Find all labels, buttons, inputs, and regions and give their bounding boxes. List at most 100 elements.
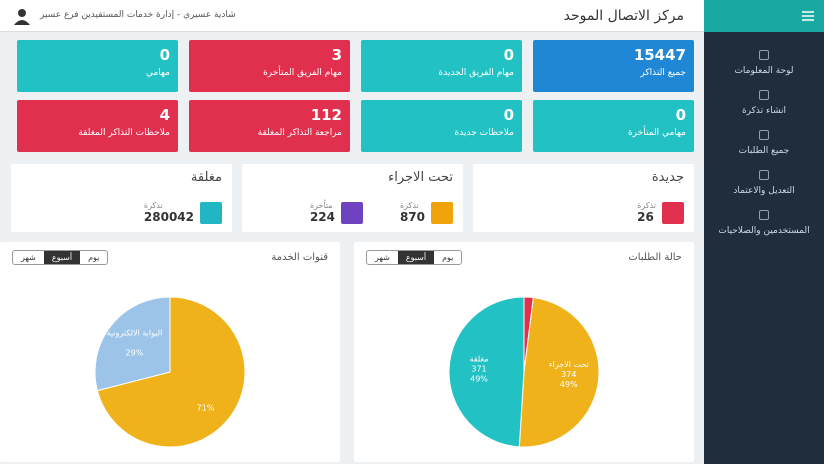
card-item-value: 870 [399,210,425,224]
status-card: مغلقة تذكرة 280042 [11,164,232,232]
slice-name: مغلقة [469,355,488,364]
tile-value: 0 [503,46,514,64]
stat-tile[interactable]: 0 مهامي المتأخرة [533,100,694,152]
stat-tile[interactable]: 0 مهام الفريق الجديدة [361,40,522,92]
menu-icon[interactable] [800,8,816,24]
period-switch: يوم أسبوع شهر [366,250,463,265]
pie-slice[interactable] [96,296,246,448]
card-item-value: 26 [637,210,654,224]
pie-slice[interactable] [448,296,525,448]
chart-title: قنوات الخدمة [271,252,328,263]
card-text: متأخرة 224 [310,201,335,224]
chart-panel: حالة الطلبات يوم أسبوع شهر تحت الاجراء 374 49%… [354,242,694,462]
sidebar-item[interactable]: جميع الطلبات [704,130,824,164]
stat-tile[interactable]: 15447 جميع التذاكر [533,40,694,92]
tile-label: ملاحظات جديدة [454,128,514,138]
card-item: تذكرة 26 [637,201,684,224]
tile-label: مهامي [145,68,170,78]
card-item: متأخرة 224 [310,201,363,224]
tile-label: ملاحظات التذاكر المغلقة [78,128,170,138]
card-text: تذكرة 870 [400,201,425,224]
sidebar: لوحة المعلومات انشاء تذكرة جميع الطلبات الت… [704,32,824,464]
pie-chart: 71% البوابة الالكترونية 29% [94,296,246,448]
sidebar-label: لوحة المعلومات [734,66,794,76]
card-item-label: تذكرة [143,201,163,210]
user-name[interactable]: شادية عسيري - إدارة خدمات المستفيدين فرع… [40,10,236,20]
pie-slice[interactable] [94,296,171,392]
card-text: تذكرة 280042 [144,201,194,224]
user-icon[interactable] [12,6,32,26]
card-title: تحت الاجراء [388,170,453,185]
slice-count: 374 [561,370,576,379]
period-switch: يوم أسبوع شهر [12,250,109,265]
card-item-label: تذكرة [637,201,656,210]
tile-value: 0 [503,106,514,124]
status-card: تحت الاجراء تذكرة 870 متأخرة 224 [242,164,463,232]
chart-title: حالة الطلبات [628,252,682,263]
card-title: جديدة [651,170,684,185]
stat-tile[interactable]: 3 مهام الفريق المتأخرة [189,40,350,92]
sidebar-icon [759,90,769,100]
tile-value: 0 [675,106,686,124]
slice-percent: 29% [126,348,144,357]
chart-panel: قنوات الخدمة يوم أسبوع شهر 71% البوابة الالكت… [0,242,340,462]
tile-label: مهام الفريق المتأخرة [263,68,342,78]
slice-count: 371 [471,365,486,374]
card-item-label: تذكرة [399,201,419,210]
tile-label: جميع التذاكر [640,68,686,78]
tile-value: 3 [331,46,342,64]
card-item: تذكرة 870 [400,201,453,224]
sidebar-icon [759,130,769,140]
sidebar-icon [759,170,769,180]
card-icon [431,201,453,224]
card-item-value: 224 [309,210,335,224]
tile-label: مهامي المتأخرة [627,128,686,138]
slice-percent: 71% [197,404,215,413]
card-item-value: 280042 [143,210,194,224]
main: 15447 جميع التذاكر 0 مهام الفريق الجديدة 3 مه… [0,32,704,464]
app-title: مركز الاتصال الموحد [563,8,684,24]
sidebar-icon [759,50,769,60]
card-icon [200,201,222,224]
sidebar-icon [759,210,769,220]
sidebar-label: جميع الطلبات [738,146,790,156]
stat-tile[interactable]: 0 ملاحظات جديدة [361,100,522,152]
status-card: جديدة تذكرة 26 [473,164,694,232]
card-item-label: متأخرة [309,201,333,210]
stat-tile[interactable]: 0 مهامي [17,40,178,92]
sidebar-label: انشاء تذكرة [741,106,787,116]
period-button[interactable]: يوم [442,253,454,262]
slice-name: البوابة الالكترونية [107,328,163,337]
stat-tile[interactable]: 4 ملاحظات التذاكر المغلقة [17,100,178,152]
sidebar-label: التعديل والاعتماد [733,186,795,196]
sidebar-item[interactable]: المستخدمين والصلاحيات [704,210,824,244]
sidebar-item[interactable]: لوحة المعلومات [704,50,824,84]
period-button[interactable]: أسبوع [43,251,81,264]
pie-slice[interactable] [518,297,600,448]
card-icon [662,201,684,224]
tile-label: مراجعة التذاكر المغلقة [257,128,342,138]
period-button[interactable]: شهر [21,253,36,262]
tile-label: مهام الفريق الجديدة [438,68,515,78]
card-icon [341,201,363,224]
tile-value: 0 [159,46,170,64]
logo-area [704,0,824,32]
tile-value: 112 [310,106,342,124]
sidebar-item[interactable]: التعديل والاعتماد [704,170,824,204]
slice-percent: 49% [560,380,578,389]
tile-value: 15447 [633,46,686,64]
period-button[interactable]: أسبوع [397,251,435,264]
slice-name: تحت الاجراء [549,360,589,369]
tile-value: 4 [159,106,170,124]
sidebar-label: المستخدمين والصلاحيات [718,226,810,236]
period-button[interactable]: يوم [88,253,100,262]
sidebar-item[interactable]: انشاء تذكرة [704,90,824,124]
slice-percent: 49% [470,375,488,384]
card-text: تذكرة 26 [637,201,656,224]
top-bar: مركز الاتصال الموحد شادية عسيري - إدارة … [0,0,824,32]
stat-tile[interactable]: 112 مراجعة التذاكر المغلقة [189,100,350,152]
period-button[interactable]: شهر [375,253,390,262]
card-item: تذكرة 280042 [144,201,222,224]
